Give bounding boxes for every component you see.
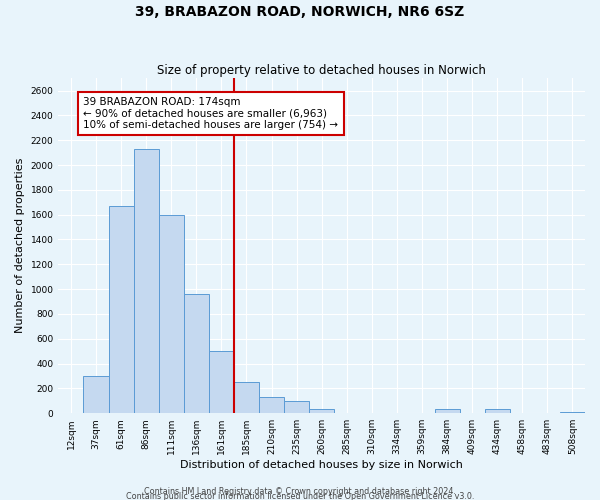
Text: Contains HM Land Registry data © Crown copyright and database right 2024.: Contains HM Land Registry data © Crown c…	[144, 487, 456, 496]
Bar	[184, 294, 209, 413]
Bar	[284, 401, 309, 413]
Bar	[134, 149, 159, 413]
Bar	[109, 206, 134, 413]
Text: 39 BRABAZON ROAD: 174sqm
← 90% of detached houses are smaller (6,963)
10% of sem: 39 BRABAZON ROAD: 174sqm ← 90% of detach…	[83, 97, 338, 130]
Bar	[560, 412, 585, 413]
Bar	[83, 376, 109, 413]
Bar	[309, 410, 334, 413]
Bar	[259, 397, 284, 413]
Bar	[209, 350, 234, 413]
Text: Contains public sector information licensed under the Open Government Licence v3: Contains public sector information licen…	[126, 492, 474, 500]
Title: Size of property relative to detached houses in Norwich: Size of property relative to detached ho…	[157, 64, 486, 77]
Text: 39, BRABAZON ROAD, NORWICH, NR6 6SZ: 39, BRABAZON ROAD, NORWICH, NR6 6SZ	[136, 5, 464, 19]
Bar	[485, 410, 510, 413]
Bar	[434, 410, 460, 413]
Bar	[159, 214, 184, 413]
Y-axis label: Number of detached properties: Number of detached properties	[15, 158, 25, 334]
Bar	[234, 382, 259, 413]
X-axis label: Distribution of detached houses by size in Norwich: Distribution of detached houses by size …	[180, 460, 463, 470]
